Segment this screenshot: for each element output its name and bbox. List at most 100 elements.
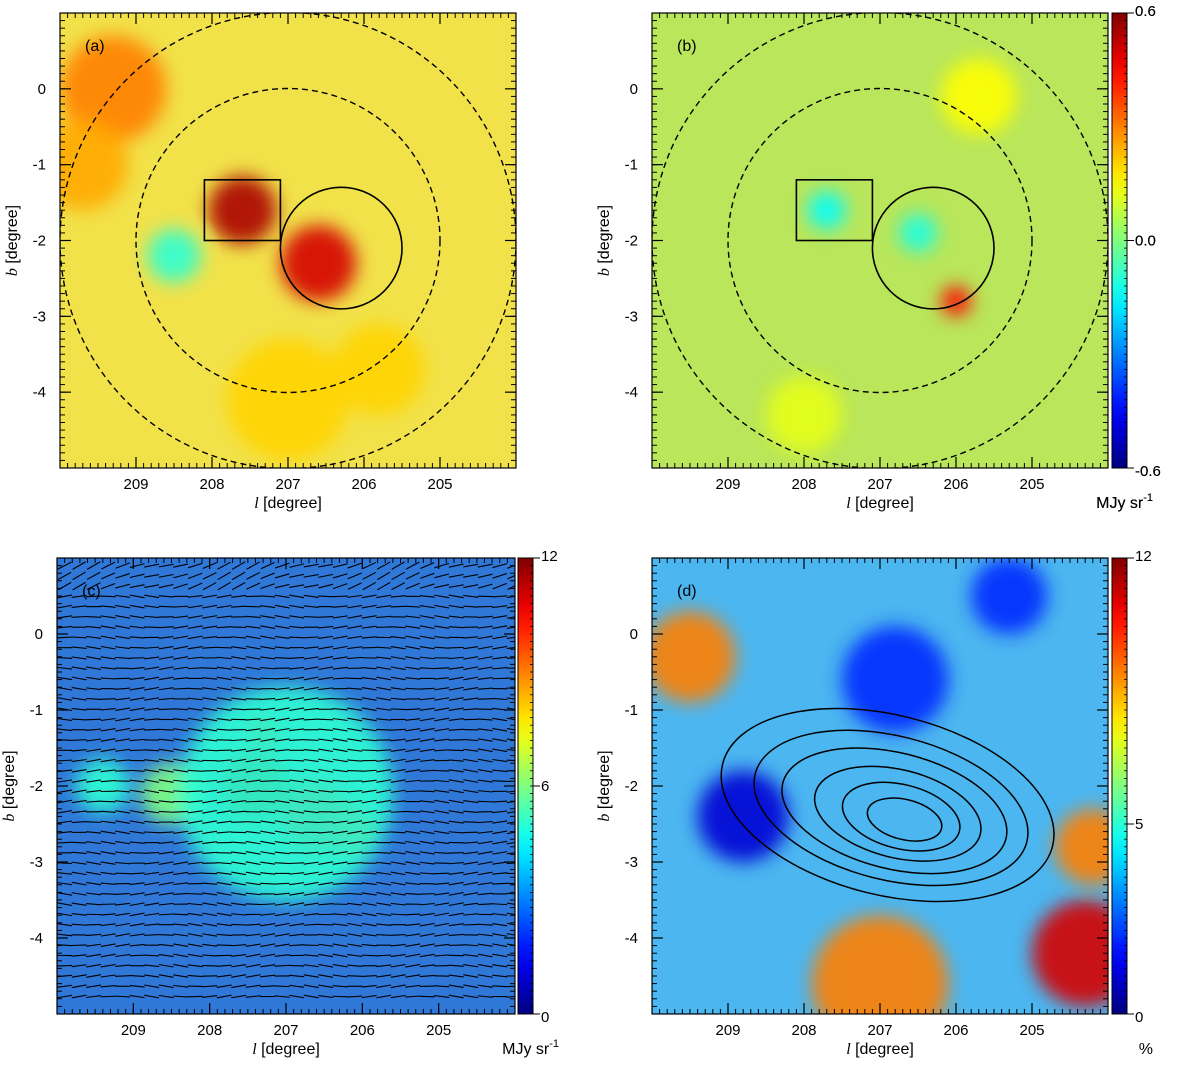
polarization-vector bbox=[289, 636, 305, 639]
polarization-vector bbox=[216, 626, 232, 629]
polarization-vector bbox=[57, 841, 73, 844]
polarization-vector bbox=[202, 841, 218, 845]
polarization-vector bbox=[492, 872, 508, 875]
polarization-vector bbox=[492, 572, 508, 579]
polarization-vector bbox=[158, 810, 174, 813]
heatmap-feature bbox=[940, 58, 1017, 135]
colorbar-tick-label: 12 bbox=[541, 548, 558, 565]
polarization-vector bbox=[115, 656, 131, 660]
polarization-vector bbox=[115, 738, 131, 742]
polarization-vector bbox=[405, 635, 421, 640]
polarization-vector bbox=[419, 810, 435, 814]
polarization-vector bbox=[332, 933, 348, 937]
polarization-vector bbox=[246, 582, 261, 590]
polarization-vector bbox=[318, 851, 334, 855]
polarization-vector bbox=[289, 944, 305, 947]
polarization-vector bbox=[448, 646, 464, 649]
polarization-vector bbox=[391, 561, 405, 570]
polarization-vector bbox=[86, 718, 102, 721]
heatmap-feature bbox=[811, 915, 949, 1014]
polarization-vector bbox=[405, 984, 421, 988]
polarization-vector bbox=[173, 656, 189, 660]
polarization-vector bbox=[144, 779, 160, 783]
x-tick-label: 209 bbox=[715, 1022, 740, 1039]
polarization-vector bbox=[289, 573, 305, 578]
polarization-vector bbox=[448, 759, 464, 762]
polarization-vector bbox=[347, 625, 363, 630]
y-tick-label: -2 bbox=[33, 233, 46, 250]
polarization-vector bbox=[57, 902, 73, 907]
polarization-vector bbox=[144, 892, 160, 896]
polarization-vector bbox=[115, 748, 131, 752]
colorbar-tick-label: 0.0 bbox=[1135, 233, 1156, 250]
polarization-vector bbox=[173, 605, 189, 608]
polarization-vector bbox=[231, 954, 247, 957]
polarization-vector bbox=[376, 831, 392, 834]
polarization-vector bbox=[144, 749, 160, 752]
polarization-vector bbox=[318, 697, 334, 701]
polarization-vector bbox=[216, 944, 232, 947]
heatmap-features bbox=[652, 558, 1108, 1014]
polarization-vector bbox=[303, 984, 319, 989]
polarization-vector bbox=[390, 871, 406, 876]
polarization-vector bbox=[187, 646, 203, 650]
polarization-vector bbox=[332, 738, 348, 742]
polarization-vector bbox=[463, 841, 479, 844]
polarization-vector bbox=[318, 615, 334, 618]
polarization-vector bbox=[463, 768, 479, 773]
polarization-vector bbox=[100, 882, 116, 885]
polarization-vector bbox=[57, 615, 73, 619]
polarization-vector bbox=[492, 582, 507, 590]
polarization-vector bbox=[477, 851, 493, 855]
polarization-vector bbox=[303, 954, 319, 957]
polarization-vector bbox=[376, 749, 392, 752]
polarization-vector bbox=[318, 563, 334, 568]
polarization-vector bbox=[361, 625, 377, 629]
polarization-vector bbox=[405, 882, 421, 886]
polarization-vector bbox=[144, 676, 160, 681]
polarization-vector bbox=[318, 903, 334, 906]
polarization-vector bbox=[347, 759, 363, 762]
polarization-vector bbox=[202, 995, 218, 999]
polarization-vector bbox=[448, 881, 464, 886]
polarization-vector bbox=[144, 820, 160, 824]
polarization-vector bbox=[492, 780, 508, 782]
polarization-vector bbox=[303, 676, 319, 681]
polarization-vector bbox=[289, 584, 305, 588]
polarization-vector bbox=[71, 851, 87, 855]
polarization-vector bbox=[144, 563, 160, 568]
polarization-vector bbox=[231, 789, 247, 794]
polarization-vector bbox=[100, 779, 116, 783]
polarization-vector bbox=[376, 615, 392, 619]
polarization-vector bbox=[86, 625, 102, 629]
polarization-vector bbox=[347, 851, 363, 855]
polarization-vector bbox=[100, 645, 116, 650]
polarization-vector bbox=[448, 944, 464, 947]
polarization-vector bbox=[260, 656, 276, 660]
polarization-vector bbox=[506, 657, 515, 659]
polarization-vector bbox=[129, 604, 145, 609]
polarization-vector bbox=[71, 861, 87, 865]
polarization-vector bbox=[202, 636, 218, 639]
polarization-vector bbox=[347, 582, 362, 590]
polarization-vector bbox=[492, 615, 508, 619]
polarization-vector bbox=[274, 562, 290, 569]
polarization-vector bbox=[434, 697, 450, 701]
polarization-vector bbox=[158, 789, 174, 793]
polarization-vector bbox=[86, 800, 102, 803]
polarization-vector bbox=[434, 995, 450, 999]
polarization-vector bbox=[289, 902, 305, 907]
polarization-vector bbox=[507, 574, 515, 580]
polarization-vector bbox=[376, 676, 392, 681]
polarization-vector bbox=[245, 943, 261, 947]
polarization-vector bbox=[477, 656, 493, 660]
heatmap-image bbox=[57, 558, 515, 1014]
heatmap-feature bbox=[280, 225, 357, 302]
x-tick-label: 206 bbox=[351, 476, 376, 493]
x-tick-label: 209 bbox=[121, 1022, 146, 1039]
polarization-vector bbox=[405, 840, 421, 845]
polarization-vector bbox=[463, 646, 479, 650]
polarization-vector bbox=[274, 789, 290, 793]
polarization-vector bbox=[506, 922, 515, 926]
polarization-vector bbox=[477, 892, 493, 896]
